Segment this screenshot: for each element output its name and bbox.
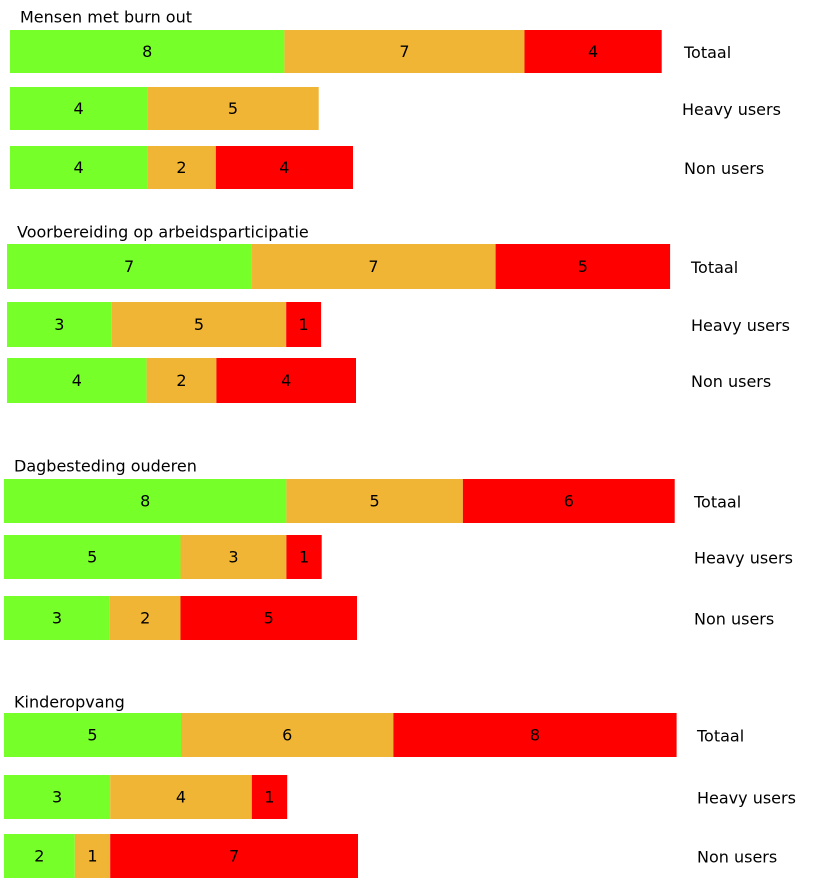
bar-segment <box>10 146 148 189</box>
value-label: 1 <box>87 847 97 866</box>
bar-segment <box>284 30 525 73</box>
bar-segment <box>4 535 181 579</box>
bar-segment <box>7 302 112 347</box>
bar-segment <box>4 713 181 757</box>
bar-segment <box>216 358 356 403</box>
value-label: 7 <box>368 257 378 276</box>
bar-segment <box>4 596 110 640</box>
value-label: 7 <box>229 847 239 866</box>
bar-segment <box>181 713 394 757</box>
bar-segment <box>215 146 353 189</box>
category-label: Non users <box>697 848 777 867</box>
bar-segment <box>393 713 677 757</box>
value-label: 5 <box>578 257 588 276</box>
value-label: 3 <box>52 609 62 628</box>
bar-segment <box>7 358 147 403</box>
value-label: 4 <box>176 788 186 807</box>
value-label: 8 <box>142 42 152 61</box>
bar-segment <box>10 30 285 73</box>
category-label: Totaal <box>693 493 741 512</box>
bar-segment <box>110 775 252 819</box>
bar-segment <box>286 302 322 347</box>
value-label: 2 <box>34 847 44 866</box>
value-label: 5 <box>228 99 238 118</box>
value-label: 4 <box>74 158 84 177</box>
category-label: Non users <box>694 610 774 629</box>
category-label: Heavy users <box>691 316 790 335</box>
bar-segment <box>4 479 287 523</box>
category-label: Non users <box>691 372 771 391</box>
bar-segment <box>111 302 287 347</box>
bar-segment <box>4 834 75 878</box>
bar-segment <box>4 775 111 819</box>
value-label: 5 <box>87 548 97 567</box>
group-title: Dagbesteding ouderen <box>14 457 197 476</box>
bar-segment <box>495 244 671 289</box>
bar-segment <box>180 596 357 640</box>
bar-segment <box>146 358 217 403</box>
group-title: Kinderopvang <box>14 693 125 712</box>
value-label: 4 <box>72 371 82 390</box>
value-label: 4 <box>588 42 598 61</box>
bar-segment <box>286 479 463 523</box>
bar-segment <box>74 834 111 878</box>
group-title: Mensen met burn out <box>20 8 192 27</box>
value-label: 2 <box>140 609 150 628</box>
bar-segment <box>180 535 287 579</box>
bar-segment <box>462 479 675 523</box>
category-label: Heavy users <box>697 789 796 808</box>
value-label: 4 <box>281 371 291 390</box>
value-label: 5 <box>370 492 380 511</box>
value-label: 7 <box>399 42 409 61</box>
value-label: 2 <box>176 371 186 390</box>
bar-segment <box>251 244 496 289</box>
value-label: 1 <box>264 788 274 807</box>
bar-segment <box>110 834 358 878</box>
category-label: Totaal <box>690 258 738 277</box>
value-label: 8 <box>140 492 150 511</box>
value-label: 4 <box>74 99 84 118</box>
bar-segment <box>524 30 662 73</box>
value-label: 2 <box>176 158 186 177</box>
value-label: 8 <box>530 726 540 745</box>
value-label: 5 <box>194 315 204 334</box>
value-label: 6 <box>564 492 574 511</box>
group-title: Voorbereiding op arbeidsparticipatie <box>17 223 309 242</box>
value-label: 1 <box>299 548 309 567</box>
bar-segment <box>10 87 148 130</box>
category-label: Totaal <box>683 43 731 62</box>
value-label: 4 <box>279 158 289 177</box>
bar-segment <box>286 535 322 579</box>
bar-segment <box>147 87 319 130</box>
value-label: 5 <box>264 609 274 628</box>
value-label: 3 <box>54 315 64 334</box>
value-label: 3 <box>228 548 238 567</box>
category-label: Totaal <box>696 727 744 746</box>
value-label: 6 <box>282 726 292 745</box>
value-label: 7 <box>124 257 134 276</box>
category-label: Heavy users <box>682 100 781 119</box>
bar-segment <box>7 244 252 289</box>
category-label: Non users <box>684 159 764 178</box>
value-label: 1 <box>299 315 309 334</box>
value-label: 3 <box>52 788 62 807</box>
bar-segment <box>251 775 288 819</box>
category-label: Heavy users <box>694 549 793 568</box>
value-label: 5 <box>87 726 97 745</box>
bar-segment <box>109 596 181 640</box>
bar-segment <box>147 146 216 189</box>
